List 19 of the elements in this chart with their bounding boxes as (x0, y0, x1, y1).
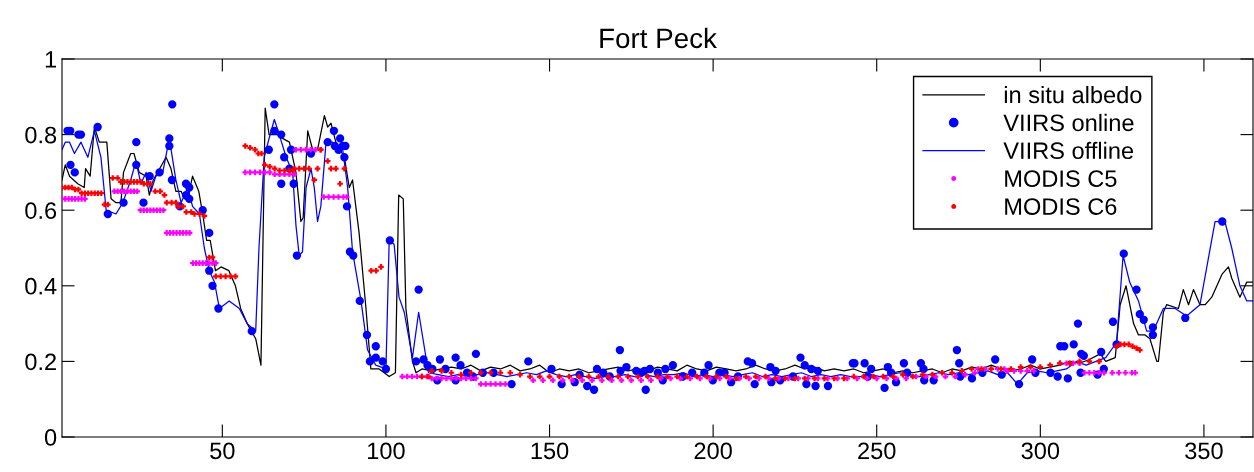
x-tick-label: 250 (858, 442, 896, 460)
x-tick-label: 300 (1021, 442, 1060, 460)
legend-label: MODIS C6 (1005, 198, 1117, 215)
x-tick-label: 100 (368, 442, 405, 460)
x-tick-label: 150 (531, 442, 569, 460)
y-tick-label: 0.4 (25, 277, 57, 295)
y-tick-label: 0.6 (25, 202, 57, 219)
x-tick-label: 50 (210, 442, 235, 460)
y-tick-label: 0.8 (25, 126, 57, 144)
y-tick-label: 0.2 (25, 353, 56, 371)
legend-label: VIIRS offline (1003, 141, 1134, 160)
legend-label: VIIRS online (1003, 113, 1134, 132)
legend-label: in situ albedo (1004, 85, 1142, 104)
y-tick-label: 0 (44, 429, 57, 446)
x-tick-label: 350 (1185, 442, 1223, 460)
x-tick-label: 200 (694, 442, 732, 460)
y-tick-label: 1 (45, 51, 56, 68)
legend-label: MODIS C5 (1005, 170, 1117, 187)
chart-title: Fort Peck (600, 27, 717, 49)
